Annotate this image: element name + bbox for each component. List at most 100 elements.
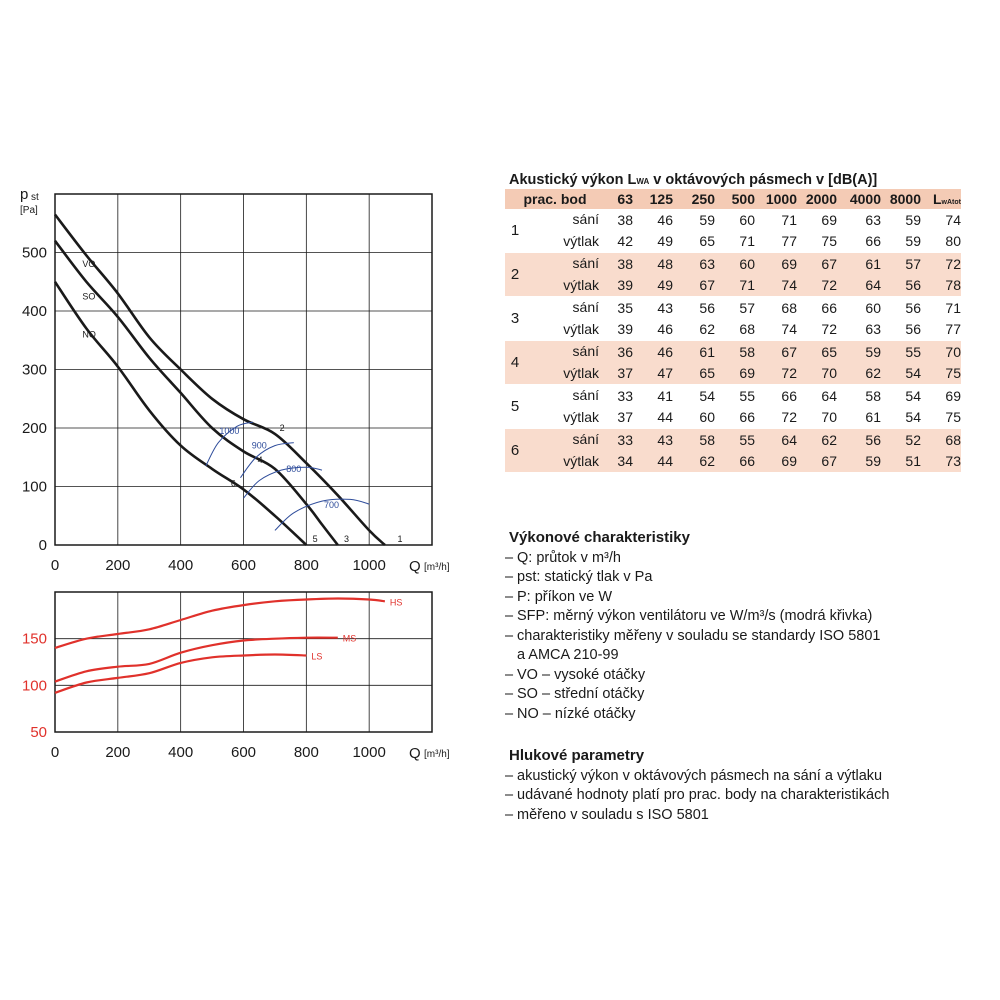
table-cell: 33: [599, 384, 633, 407]
table-cell: 49: [633, 274, 673, 297]
table-cell: 78: [921, 274, 961, 297]
header-prac-bod: prac. bod: [505, 189, 599, 209]
y-tick-label: 200: [22, 420, 47, 437]
table-cell: 69: [921, 384, 961, 407]
table-cell: 62: [837, 362, 881, 385]
header-freq: 125: [633, 189, 673, 209]
table-cell: 66: [715, 450, 755, 473]
noise-table: prac. bod 63 125 250 500 1000 2000 4000 8000 LwAt…: [505, 189, 961, 473]
table-cell: 58: [715, 340, 755, 363]
sfp-label-800: 800: [286, 464, 301, 474]
power-chart: 0 200 400 600 800 1000 50 100 150 HS MS LS Q [m³/h]: [22, 591, 450, 762]
y-tick-label: 500: [22, 245, 47, 262]
table-cell: 74: [921, 209, 961, 231]
work-point-number: 4: [510, 354, 520, 372]
table-cell: 67: [755, 340, 797, 363]
table-cell: 72: [797, 274, 837, 297]
x-tick-label: 1000: [352, 557, 385, 574]
table-row: 2 sání 38 48 63 60 69 67 61 57 72: [505, 252, 961, 283]
table-cell: 74: [755, 274, 797, 297]
row-label-cell: výtlak: [505, 230, 599, 253]
work-point-label-3: 3: [344, 534, 349, 544]
table-cell: 43: [633, 428, 673, 451]
table-cell: 44: [633, 450, 673, 473]
list-item: – měřeno v souladu s ISO 5801: [505, 806, 995, 826]
power-x-tick-label: 1000: [352, 744, 385, 761]
pressure-chart: 0 200 400 600 800 1000 0 100 200 300 400 500 VO SO NO 1…: [20, 186, 450, 575]
table-cell: 72: [797, 318, 837, 341]
list-dash: –: [505, 608, 514, 624]
power-curve-label-ms: MS: [343, 634, 357, 644]
list-item: – SFP: měrný výkon ventilátoru ve W/m³/s …: [505, 607, 995, 627]
y-tick-label: 400: [22, 303, 47, 320]
power-chart-labels: 0 200 400 600 800 1000 50 100 150 HS MS LS: [22, 597, 402, 761]
table-cell: 56: [881, 318, 921, 341]
work-point-number: 3: [510, 310, 520, 328]
table-cell: 61: [837, 252, 881, 275]
table-cell: 77: [921, 318, 961, 341]
table-cell: 72: [755, 362, 797, 385]
table-cell: 55: [715, 428, 755, 451]
table-cell: 48: [633, 252, 673, 275]
noise-list: – akustický výkon v oktávových pásmech na…: [505, 767, 995, 826]
power-chart-grid: [55, 592, 432, 732]
list-item: – akustický výkon v oktávových pásmech na…: [505, 767, 995, 787]
table-cell: 38: [599, 209, 633, 231]
y-axis-label-p: p: [20, 186, 28, 203]
table-cell: 41: [633, 384, 673, 407]
list-dash: –: [505, 767, 514, 784]
table-cell: 61: [673, 340, 715, 363]
table-cell: 49: [633, 230, 673, 253]
table-cell: 46: [633, 209, 673, 231]
curve-label-vo: VO: [82, 259, 95, 269]
y-tick-label: 300: [22, 362, 47, 379]
side-label: výtlak: [563, 233, 599, 250]
list-item-text: SO – střední otáčky: [517, 686, 645, 702]
table-cell: 33: [599, 428, 633, 451]
power-curve-label-ls: LS: [311, 651, 322, 661]
list-dash: –: [505, 549, 514, 566]
table-cell: 71: [715, 274, 755, 297]
table-cell: 69: [755, 450, 797, 473]
noise-table-title-rest: v oktávových pásmech v [dB(A)]: [649, 172, 878, 188]
table-cell: 67: [797, 252, 837, 275]
list-item: – pst: statický tlak v Pa: [505, 568, 995, 588]
performance-list: – Q: průtok v m³/h – pst: statický tlak v P…: [505, 549, 995, 725]
side-label: sání: [572, 431, 599, 448]
noise-table-title: Akustický výkon LWA v oktávových pásmech…: [509, 172, 995, 188]
table-cell: 54: [881, 362, 921, 385]
table-cell: 71: [755, 209, 797, 231]
power-x-axis-label: Q: [409, 745, 421, 762]
table-cell: 69: [755, 252, 797, 275]
row-label-cell: 2 sání: [505, 252, 599, 283]
noise-table-title-sub: WA: [636, 177, 650, 186]
sfp-label-1000: 1000: [219, 426, 239, 436]
side-label: sání: [572, 343, 599, 360]
noise-table-title-text: Akustický výkon L: [509, 172, 637, 188]
sfp-curve-800: [243, 466, 323, 499]
y-axis-label-sub: st: [31, 192, 39, 203]
curve-label-no: NO: [82, 329, 96, 339]
x-tick-label: 0: [51, 557, 59, 574]
x-tick-label: 600: [231, 557, 256, 574]
table-cell: 38: [599, 252, 633, 275]
side-label: sání: [572, 387, 599, 404]
table-cell: 34: [599, 450, 633, 473]
table-cell: 64: [755, 428, 797, 451]
power-chart-curves: [54, 597, 386, 694]
table-cell: 59: [837, 450, 881, 473]
table-cell: 61: [837, 406, 881, 429]
table-row: výtlak 34 44 62 66 69 67 59 51 73: [505, 450, 961, 473]
list-item-text: NO – nízké otáčky: [517, 705, 636, 722]
table-cell: 37: [599, 362, 633, 385]
table-row: 3 sání 35 43 56 57 68 66 60 56 71: [505, 296, 961, 327]
table-cell: 60: [715, 252, 755, 275]
y-tick-label: 0: [39, 537, 47, 554]
pressure-chart-grid: [55, 194, 432, 545]
row-label-cell: 5 sání: [505, 384, 599, 415]
table-cell: 39: [599, 274, 633, 297]
table-cell: 69: [797, 209, 837, 231]
header-freq: 8000: [881, 189, 921, 209]
table-cell: 63: [837, 209, 881, 231]
table-cell: 44: [633, 406, 673, 429]
